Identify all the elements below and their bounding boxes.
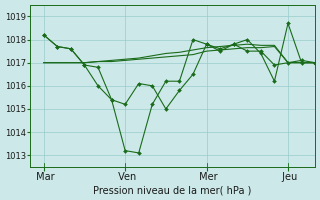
X-axis label: Pression niveau de la mer( hPa ): Pression niveau de la mer( hPa ) [93, 185, 252, 195]
